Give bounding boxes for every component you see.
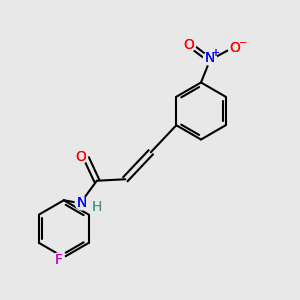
Circle shape xyxy=(75,197,88,210)
Text: F: F xyxy=(54,253,62,267)
Text: O: O xyxy=(76,150,86,164)
Circle shape xyxy=(203,52,217,65)
Circle shape xyxy=(52,253,65,266)
Text: N: N xyxy=(76,196,87,210)
Text: −: − xyxy=(239,38,247,48)
Text: N: N xyxy=(76,196,87,210)
Circle shape xyxy=(90,200,104,214)
Text: +: + xyxy=(212,47,219,58)
Text: O: O xyxy=(184,38,194,52)
Text: +: + xyxy=(212,47,219,58)
Text: F: F xyxy=(54,253,62,267)
Text: O: O xyxy=(230,41,240,55)
Circle shape xyxy=(228,41,242,55)
Text: N: N xyxy=(205,52,215,65)
Circle shape xyxy=(74,150,88,164)
Text: O: O xyxy=(184,38,194,52)
Text: H: H xyxy=(92,200,102,214)
Text: −: − xyxy=(239,38,247,48)
Text: H: H xyxy=(92,200,102,214)
Circle shape xyxy=(182,38,196,52)
Text: N: N xyxy=(205,52,215,65)
Text: O: O xyxy=(76,150,86,164)
Text: O: O xyxy=(230,41,240,55)
